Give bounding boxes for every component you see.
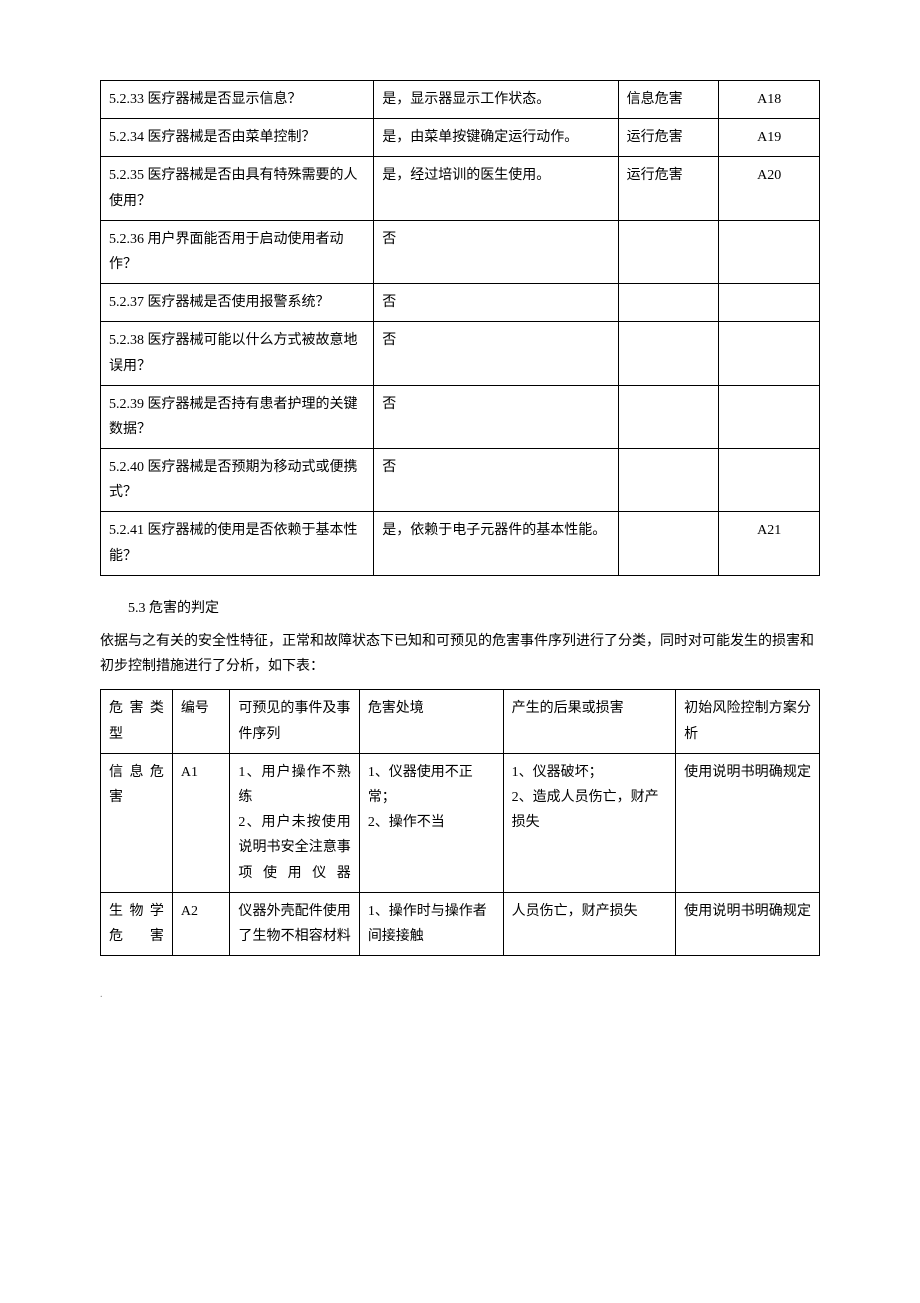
table-cell: A1 [172,753,230,892]
section-body: 依据与之有关的安全性特征，正常和故障状态下已知和可预见的危害事件序列进行了分类，… [100,629,820,679]
section-title: 5.3 危害的判定 [100,596,820,621]
answer-cell: 否 [374,284,618,322]
table-cell: 生物学危害 [101,892,173,955]
answer-cell: 否 [374,322,618,385]
question-table: 5.2.33 医疗器械是否显示信息？是，显示器显示工作状态。信息危害A185.2… [100,80,820,576]
hazard-cell [618,322,719,385]
code-cell: A18 [719,81,820,119]
question-cell: 5.2.36 用户界面能否用于启动使用者动作？ [101,220,374,283]
table-cell: 信息危害 [101,753,173,892]
hazard-cell [618,512,719,575]
question-cell: 5.2.38 医疗器械可能以什么方式被故意地误用？ [101,322,374,385]
answer-cell: 是，经过培训的医生使用。 [374,157,618,220]
question-cell: 5.2.33 医疗器械是否显示信息？ [101,81,374,119]
code-cell: A21 [719,512,820,575]
table-row: 5.2.41 医疗器械的使用是否依赖于基本性能？是，依赖于电子元器件的基本性能。… [101,512,820,575]
code-cell [719,385,820,448]
table-row: 5.2.33 医疗器械是否显示信息？是，显示器显示工作状态。信息危害A18 [101,81,820,119]
table-cell: A2 [172,892,230,955]
hazard-table: 危害类型编号可预见的事件及事件序列危害处境产生的后果或损害初始风险控制方案分析信… [100,689,820,956]
question-cell: 5.2.34 医疗器械是否由菜单控制？ [101,119,374,157]
table-cell: 使用说明书明确规定 [676,892,820,955]
table-header-cell: 初始风险控制方案分析 [676,690,820,753]
table-cell: 人员伤亡，财产损失 [503,892,676,955]
answer-cell: 是，依赖于电子元器件的基本性能。 [374,512,618,575]
table-row: 信息危害A11、用户操作不熟练2、用户未按使用说明书安全注意事项使用仪器1、仪器… [101,753,820,892]
table-cell: 1、用户操作不熟练2、用户未按使用说明书安全注意事项使用仪器 [230,753,359,892]
table-cell: 使用说明书明确规定 [676,753,820,892]
code-cell [719,449,820,512]
hazard-cell: 运行危害 [618,119,719,157]
table-row: 5.2.35 医疗器械是否由具有特殊需要的人使用？是，经过培训的医生使用。运行危… [101,157,820,220]
hazard-cell [618,284,719,322]
hazard-cell [618,449,719,512]
table-header-cell: 危害处境 [359,690,503,753]
answer-cell: 是，由菜单按键确定运行动作。 [374,119,618,157]
table-header-cell: 可预见的事件及事件序列 [230,690,359,753]
code-cell: A19 [719,119,820,157]
footer-marker: . [100,986,820,1004]
table-row: 5.2.38 医疗器械可能以什么方式被故意地误用？否 [101,322,820,385]
table-row: 生物学危害A2仪器外壳配件使用了生物不相容材料1、操作时与操作者间接接触人员伤亡… [101,892,820,955]
question-cell: 5.2.35 医疗器械是否由具有特殊需要的人使用？ [101,157,374,220]
table-header-cell: 编号 [172,690,230,753]
table-cell: 1、操作时与操作者间接接触 [359,892,503,955]
table-row: 5.2.40 医疗器械是否预期为移动式或便携式？否 [101,449,820,512]
question-cell: 5.2.41 医疗器械的使用是否依赖于基本性能？ [101,512,374,575]
question-cell: 5.2.40 医疗器械是否预期为移动式或便携式？ [101,449,374,512]
code-cell [719,322,820,385]
table-header-row: 危害类型编号可预见的事件及事件序列危害处境产生的后果或损害初始风险控制方案分析 [101,690,820,753]
answer-cell: 否 [374,385,618,448]
answer-cell: 是，显示器显示工作状态。 [374,81,618,119]
question-cell: 5.2.39 医疗器械是否持有患者护理的关键数据？ [101,385,374,448]
code-cell [719,284,820,322]
answer-cell: 否 [374,449,618,512]
table-cell: 仪器外壳配件使用了生物不相容材料 [230,892,359,955]
code-cell [719,220,820,283]
table-row: 5.2.39 医疗器械是否持有患者护理的关键数据？否 [101,385,820,448]
question-cell: 5.2.37 医疗器械是否使用报警系统？ [101,284,374,322]
table-row: 5.2.36 用户界面能否用于启动使用者动作？否 [101,220,820,283]
code-cell: A20 [719,157,820,220]
table-row: 5.2.34 医疗器械是否由菜单控制？是，由菜单按键确定运行动作。运行危害A19 [101,119,820,157]
answer-cell: 否 [374,220,618,283]
table-header-cell: 危害类型 [101,690,173,753]
hazard-cell [618,220,719,283]
table-row: 5.2.37 医疗器械是否使用报警系统？否 [101,284,820,322]
hazard-cell [618,385,719,448]
table-cell: 1、仪器使用不正常；2、操作不当 [359,753,503,892]
table-header-cell: 产生的后果或损害 [503,690,676,753]
hazard-cell: 运行危害 [618,157,719,220]
hazard-cell: 信息危害 [618,81,719,119]
table-cell: 1、仪器破坏；2、造成人员伤亡，财产损失 [503,753,676,892]
